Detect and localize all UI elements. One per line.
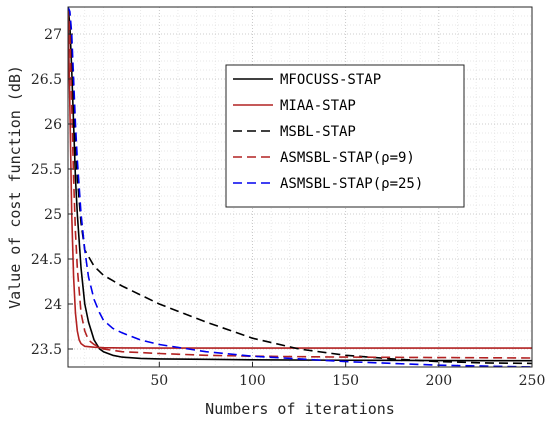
legend-entry-1: MFOCUSS-STAP	[280, 72, 381, 88]
plot-frame	[67, 6, 533, 368]
y-tick-label: 24	[44, 297, 62, 313]
legend-entry-4: ASMSBL-STAP(ρ=9)	[280, 150, 415, 166]
x-tick-label: 200	[425, 373, 452, 389]
legend-entry-2: MIAA-STAP	[280, 98, 356, 114]
y-tick-label: 24.5	[31, 252, 62, 268]
series-layer	[68, 7, 532, 367]
legend-entry-5: ASMSBL-STAP(ρ=25)	[280, 176, 423, 192]
x-tick-label: 50	[150, 373, 168, 389]
x-axis-ticks: 50 100 150 200 250	[150, 362, 545, 389]
series-line-4	[68, 7, 532, 359]
y-tick-label: 23.5	[31, 342, 62, 358]
x-tick-label: 100	[239, 373, 266, 389]
y-tick-label: 27	[44, 27, 62, 43]
y-tick-label: 26	[44, 117, 62, 133]
x-axis-label: Numbers of iterations	[205, 400, 395, 418]
y-axis-label: Value of cost function (dB)	[6, 65, 24, 309]
legend-entry-3: MSBL-STAP	[280, 124, 356, 140]
series-line-2	[68, 7, 532, 349]
y-tick-label: 25.5	[31, 162, 62, 178]
legend: MFOCUSS-STAP MIAA-STAP MSBL-STAP ASMSBL-STA…	[225, 64, 465, 208]
series-line-5	[68, 7, 532, 367]
y-axis-ticks: 23.5 24 24.5 25 25.5 26 26.5 27	[31, 27, 73, 358]
y-tick-label: 25	[44, 207, 62, 223]
series-line-1	[68, 7, 532, 362]
y-tick-label: 26.5	[31, 72, 62, 88]
x-tick-label: 250	[519, 373, 546, 389]
x-tick-label: 150	[332, 373, 359, 389]
